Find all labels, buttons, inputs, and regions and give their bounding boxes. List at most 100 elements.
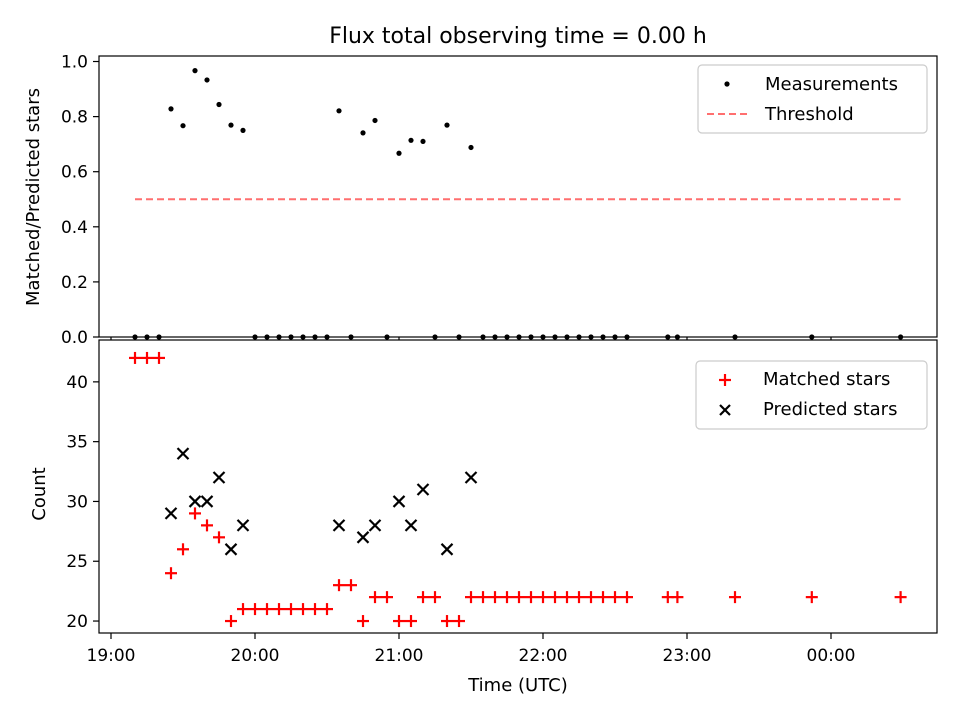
- matched-legend-marker: [719, 374, 731, 386]
- matched-star-point: [894, 591, 907, 604]
- matched-star-point: [501, 591, 513, 604]
- top-legend: Measurements Threshold: [697, 64, 928, 134]
- predicted-star-point: [188, 495, 202, 508]
- measurement-point: [216, 101, 222, 108]
- measurement-point: [396, 150, 402, 156]
- measurement-point: [624, 334, 630, 340]
- matched-star-point: [489, 591, 501, 604]
- matched-star-point: [345, 579, 357, 592]
- measurement-point: [516, 334, 522, 340]
- measurement-point: [384, 334, 390, 340]
- matched-stars-group: [129, 351, 907, 628]
- matched-star-point: [465, 591, 477, 604]
- bottom-x-ticks: 19:00 20:00 21:00 22:00 23:00 00:00: [87, 633, 856, 666]
- bottom-y-tick-label: 30: [66, 492, 88, 512]
- matched-star-point: [805, 591, 818, 604]
- measurement-point: [552, 334, 558, 340]
- matched-star-point: [585, 591, 597, 604]
- predicted-star-point: [392, 495, 406, 508]
- top-y-tick-label: 0.8: [61, 108, 88, 128]
- matched-star-point: [213, 531, 225, 544]
- matched-star-point: [369, 591, 381, 604]
- bottom-x-axis-label: Time (UTC): [467, 675, 568, 696]
- top-y-tick-label: 0.4: [61, 218, 88, 238]
- top-y-ticks: 0.0 0.2 0.4 0.6 0.8 1.0: [61, 53, 99, 348]
- measurement-point: [732, 334, 738, 340]
- bottom-y-tick-label: 40: [66, 373, 88, 393]
- predicted-legend-marker: [719, 404, 731, 416]
- matched-star-point: [261, 603, 273, 616]
- bottom-y-axis-label: Count: [29, 467, 50, 520]
- measurement-point: [600, 334, 606, 340]
- measurement-point: [665, 334, 671, 340]
- measurement-point: [528, 334, 534, 340]
- measurement-point: [336, 108, 342, 114]
- bottom-x-tick-label: 22:00: [519, 646, 568, 666]
- bottom-x-tick-label: 19:00: [87, 646, 136, 666]
- measurement-point: [468, 144, 474, 151]
- predicted-star-point: [368, 519, 382, 532]
- measurement-point: [898, 334, 904, 340]
- measurement-point: [132, 334, 138, 340]
- matched-star-point: [609, 591, 621, 604]
- matched-star-point: [453, 615, 465, 628]
- measurement-point: [612, 334, 618, 340]
- matched-star-point: [165, 567, 177, 580]
- bottom-y-ticks: 20 25 30 35 40: [66, 373, 99, 632]
- measurement-point: [180, 123, 186, 129]
- predicted-star-point: [224, 543, 238, 556]
- bottom-x-tick-label: 21:00: [375, 646, 424, 666]
- measurements-group: [132, 68, 904, 340]
- measurement-point: [492, 334, 498, 340]
- bottom-legend-box: [695, 360, 928, 430]
- bottom-x-tick-label: 23:00: [663, 646, 712, 666]
- predicted-star-point: [176, 447, 190, 460]
- matched-legend-label: Matched stars: [763, 369, 890, 390]
- measurement-point: [288, 334, 294, 340]
- bottom-y-tick-label: 25: [66, 552, 88, 572]
- matched-star-point: [129, 351, 141, 364]
- matched-star-point: [417, 591, 429, 604]
- matched-star-point: [297, 603, 309, 616]
- top-y-tick-label: 0.6: [61, 163, 88, 183]
- top-y-axis-label: Matched/Predicted stars: [23, 88, 44, 306]
- measurement-point: [324, 334, 330, 340]
- matched-star-point: [621, 591, 633, 604]
- measurement-point: [240, 127, 246, 133]
- matched-star-point: [141, 351, 153, 364]
- measurement-point: [480, 334, 486, 340]
- matched-star-point: [201, 519, 213, 532]
- measurement-point: [204, 77, 210, 83]
- measurement-point: [588, 334, 594, 340]
- measurement-point: [420, 138, 426, 145]
- matched-star-point: [671, 591, 684, 604]
- measurement-point: [228, 122, 234, 128]
- predicted-star-point: [200, 495, 214, 508]
- measurement-point: [312, 334, 318, 340]
- measurement-point: [360, 130, 366, 136]
- matched-star-point: [225, 615, 237, 628]
- measurements-legend-marker: [724, 81, 730, 87]
- top-y-tick-label: 0.2: [61, 273, 88, 293]
- bottom-panel: 20 25 30 35 40 19:00 20:00 21:00 22:00 23:00 00:0…: [29, 339, 938, 696]
- matched-star-point: [393, 615, 405, 628]
- bottom-x-tick-label: 00:00: [807, 646, 856, 666]
- predicted-stars-group: [164, 447, 478, 556]
- matched-star-point: [561, 591, 573, 604]
- matched-star-point: [357, 615, 369, 628]
- bottom-y-tick-label: 20: [66, 612, 88, 632]
- measurement-point: [809, 334, 815, 340]
- measurement-point: [504, 334, 510, 340]
- measurement-point: [348, 334, 354, 340]
- matched-star-point: [333, 579, 345, 592]
- predicted-star-point: [356, 531, 370, 544]
- measurement-point: [192, 68, 198, 74]
- matched-star-point: [237, 603, 249, 616]
- measurement-point: [300, 334, 306, 340]
- matched-star-point: [309, 603, 321, 616]
- measurements-legend-label: Measurements: [765, 74, 898, 95]
- measurement-point: [168, 106, 174, 112]
- matched-star-point: [513, 591, 525, 604]
- matched-star-point: [477, 591, 489, 604]
